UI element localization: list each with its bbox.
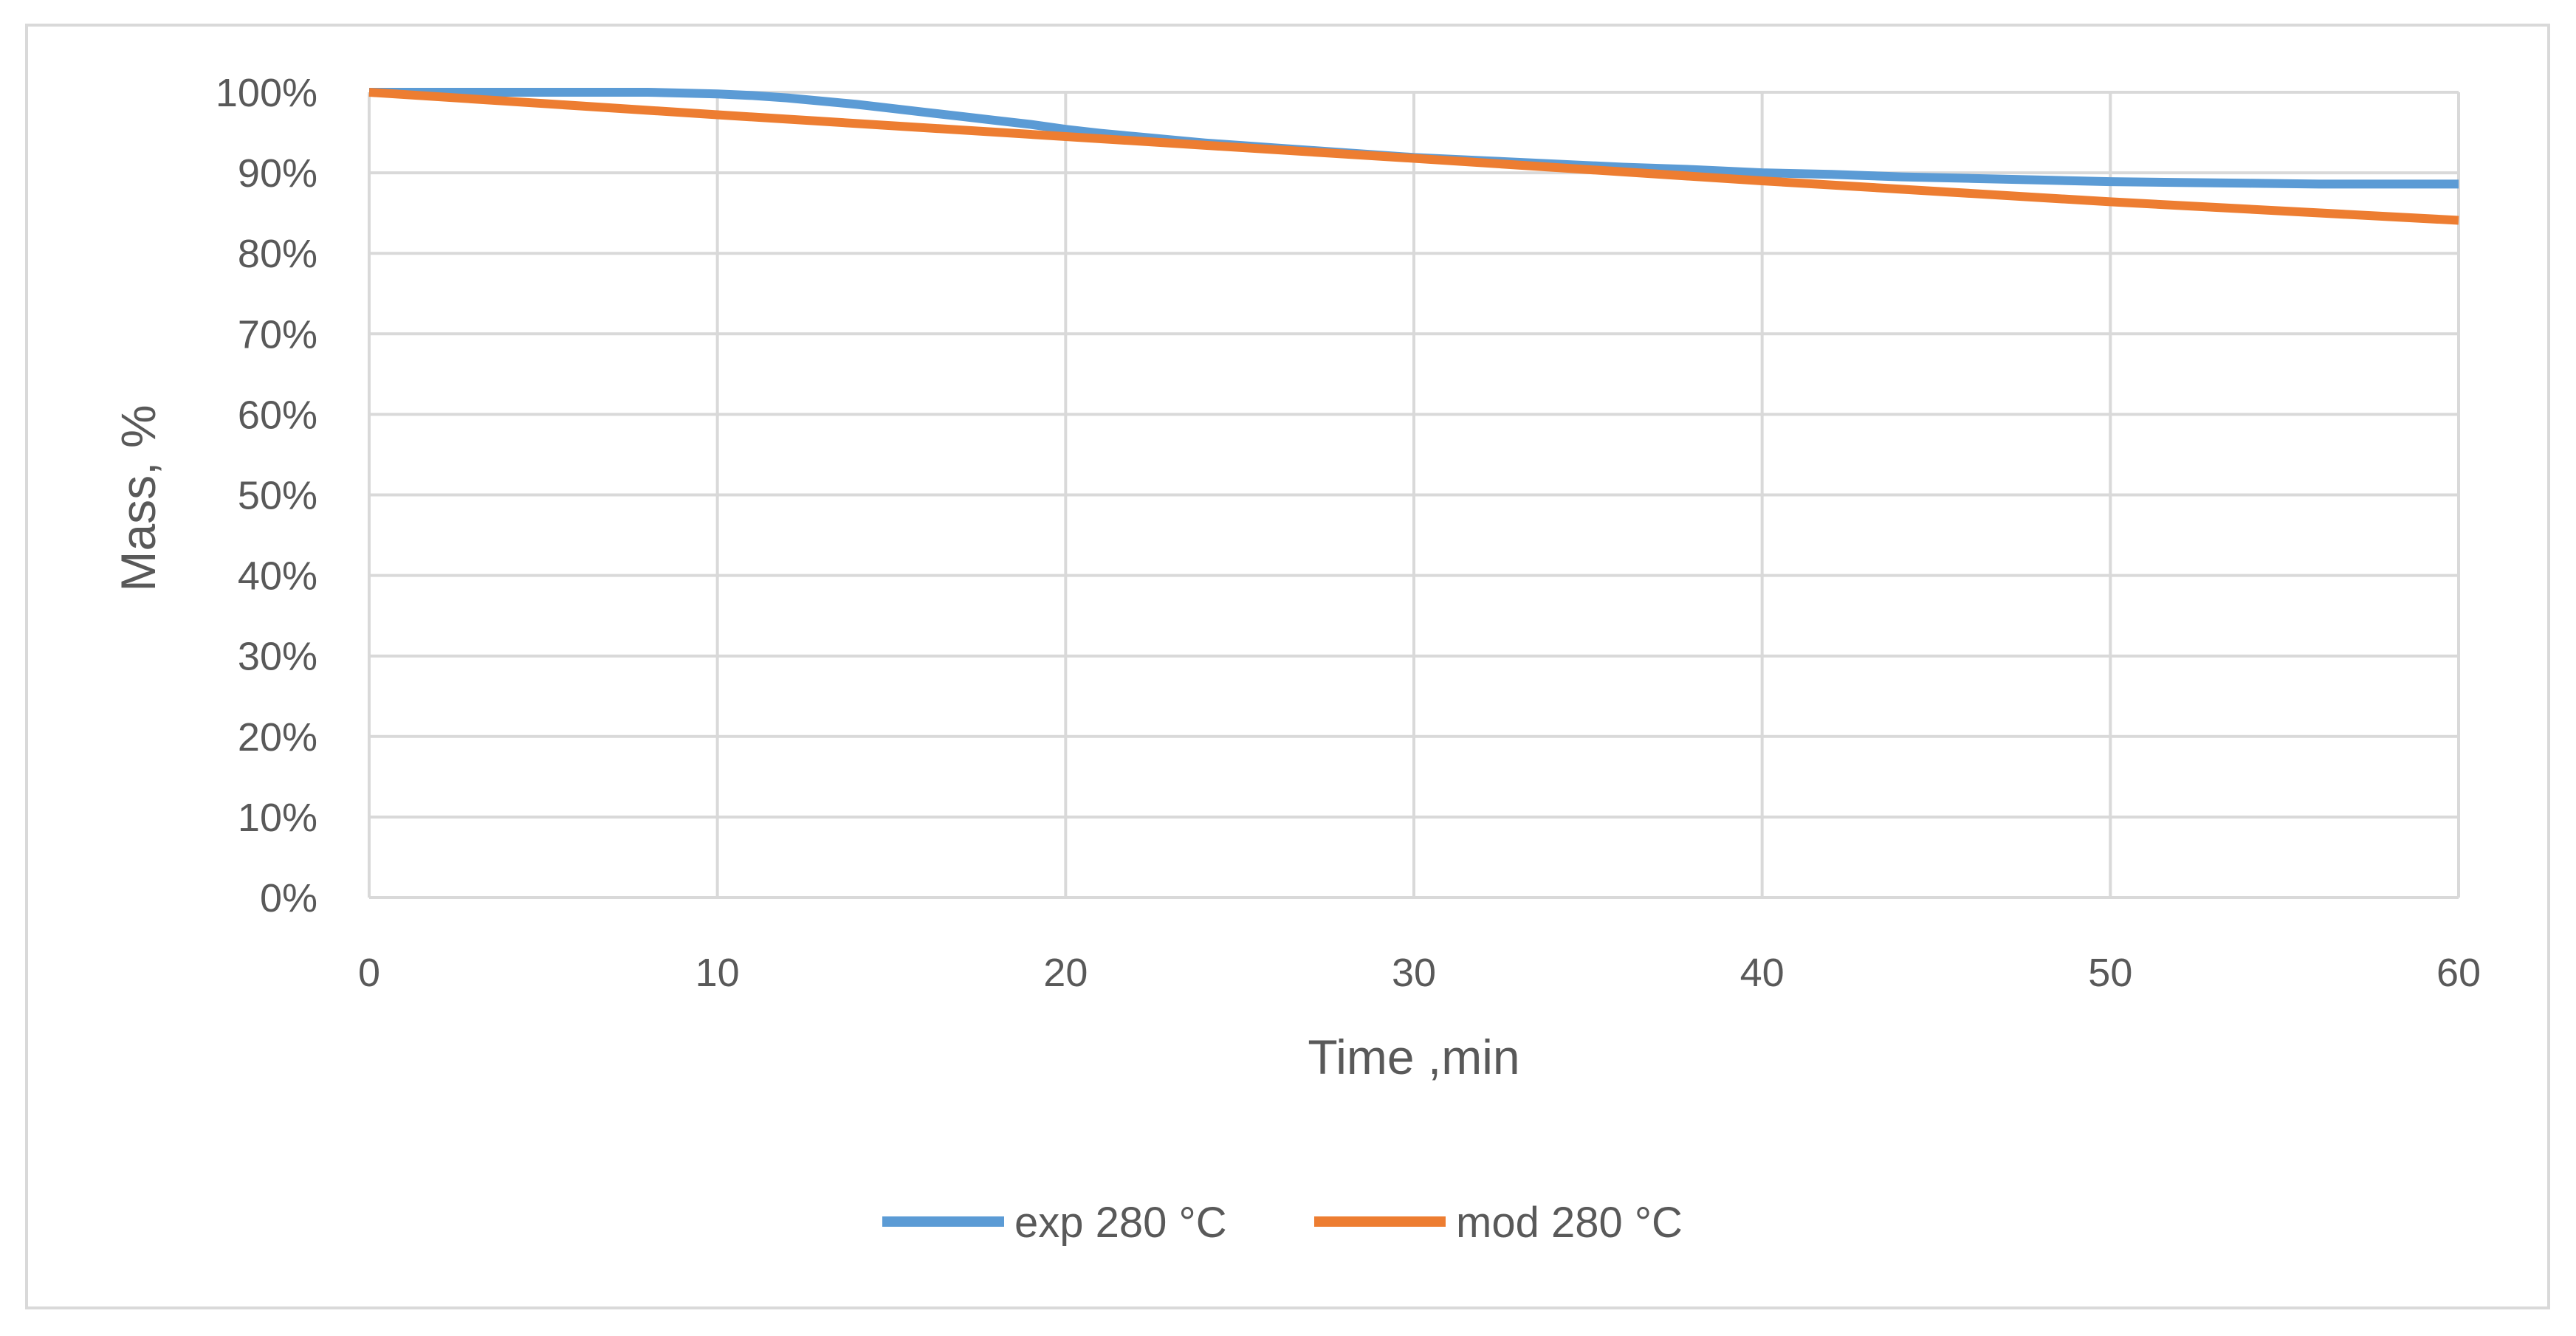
y-tick-label: 0%	[260, 876, 317, 920]
x-axis-title: Time ,min	[1308, 1030, 1519, 1084]
x-tick-label: 0	[358, 951, 380, 995]
axes	[368, 92, 2459, 899]
legend-label-mod: mod 280 °C	[1456, 1199, 1683, 1247]
x-tick-label: 60	[2436, 951, 2481, 995]
y-tick-label: 100%	[216, 71, 317, 115]
y-tick-label: 70%	[238, 312, 317, 357]
x-tick-label: 30	[1392, 951, 1436, 995]
legend-label-exp: exp 280 °C	[1014, 1199, 1227, 1247]
y-tick-label: 40%	[238, 554, 317, 599]
x-tick-label: 20	[1043, 951, 1088, 995]
y-tick-label: 30%	[238, 635, 317, 679]
y-tick-label: 90%	[238, 151, 317, 196]
y-tick-label: 50%	[238, 474, 317, 518]
y-tick-label: 60%	[238, 393, 317, 437]
y-tick-label: 20%	[238, 715, 317, 760]
legend: exp 280 °C mod 280 °C	[882, 1199, 1683, 1247]
x-tick-labels: 0 10 20 30 40 50 60	[358, 951, 2481, 995]
series-line-mod	[368, 88, 2459, 225]
y-tick-label: 10%	[238, 796, 317, 840]
x-tick-label: 50	[2088, 951, 2132, 995]
chart-frame	[25, 24, 2550, 1309]
y-tick-label: 80%	[238, 232, 317, 276]
gridlines	[369, 91, 2460, 898]
x-tick-label: 40	[1740, 951, 1785, 995]
series-lines	[368, 88, 2459, 225]
y-axis-title: Mass, %	[111, 404, 165, 591]
y-tick-labels: 0% 10% 20% 30% 40% 50% 60% 70% 80% 90% 100%	[216, 71, 317, 920]
x-tick-label: 10	[695, 951, 740, 995]
